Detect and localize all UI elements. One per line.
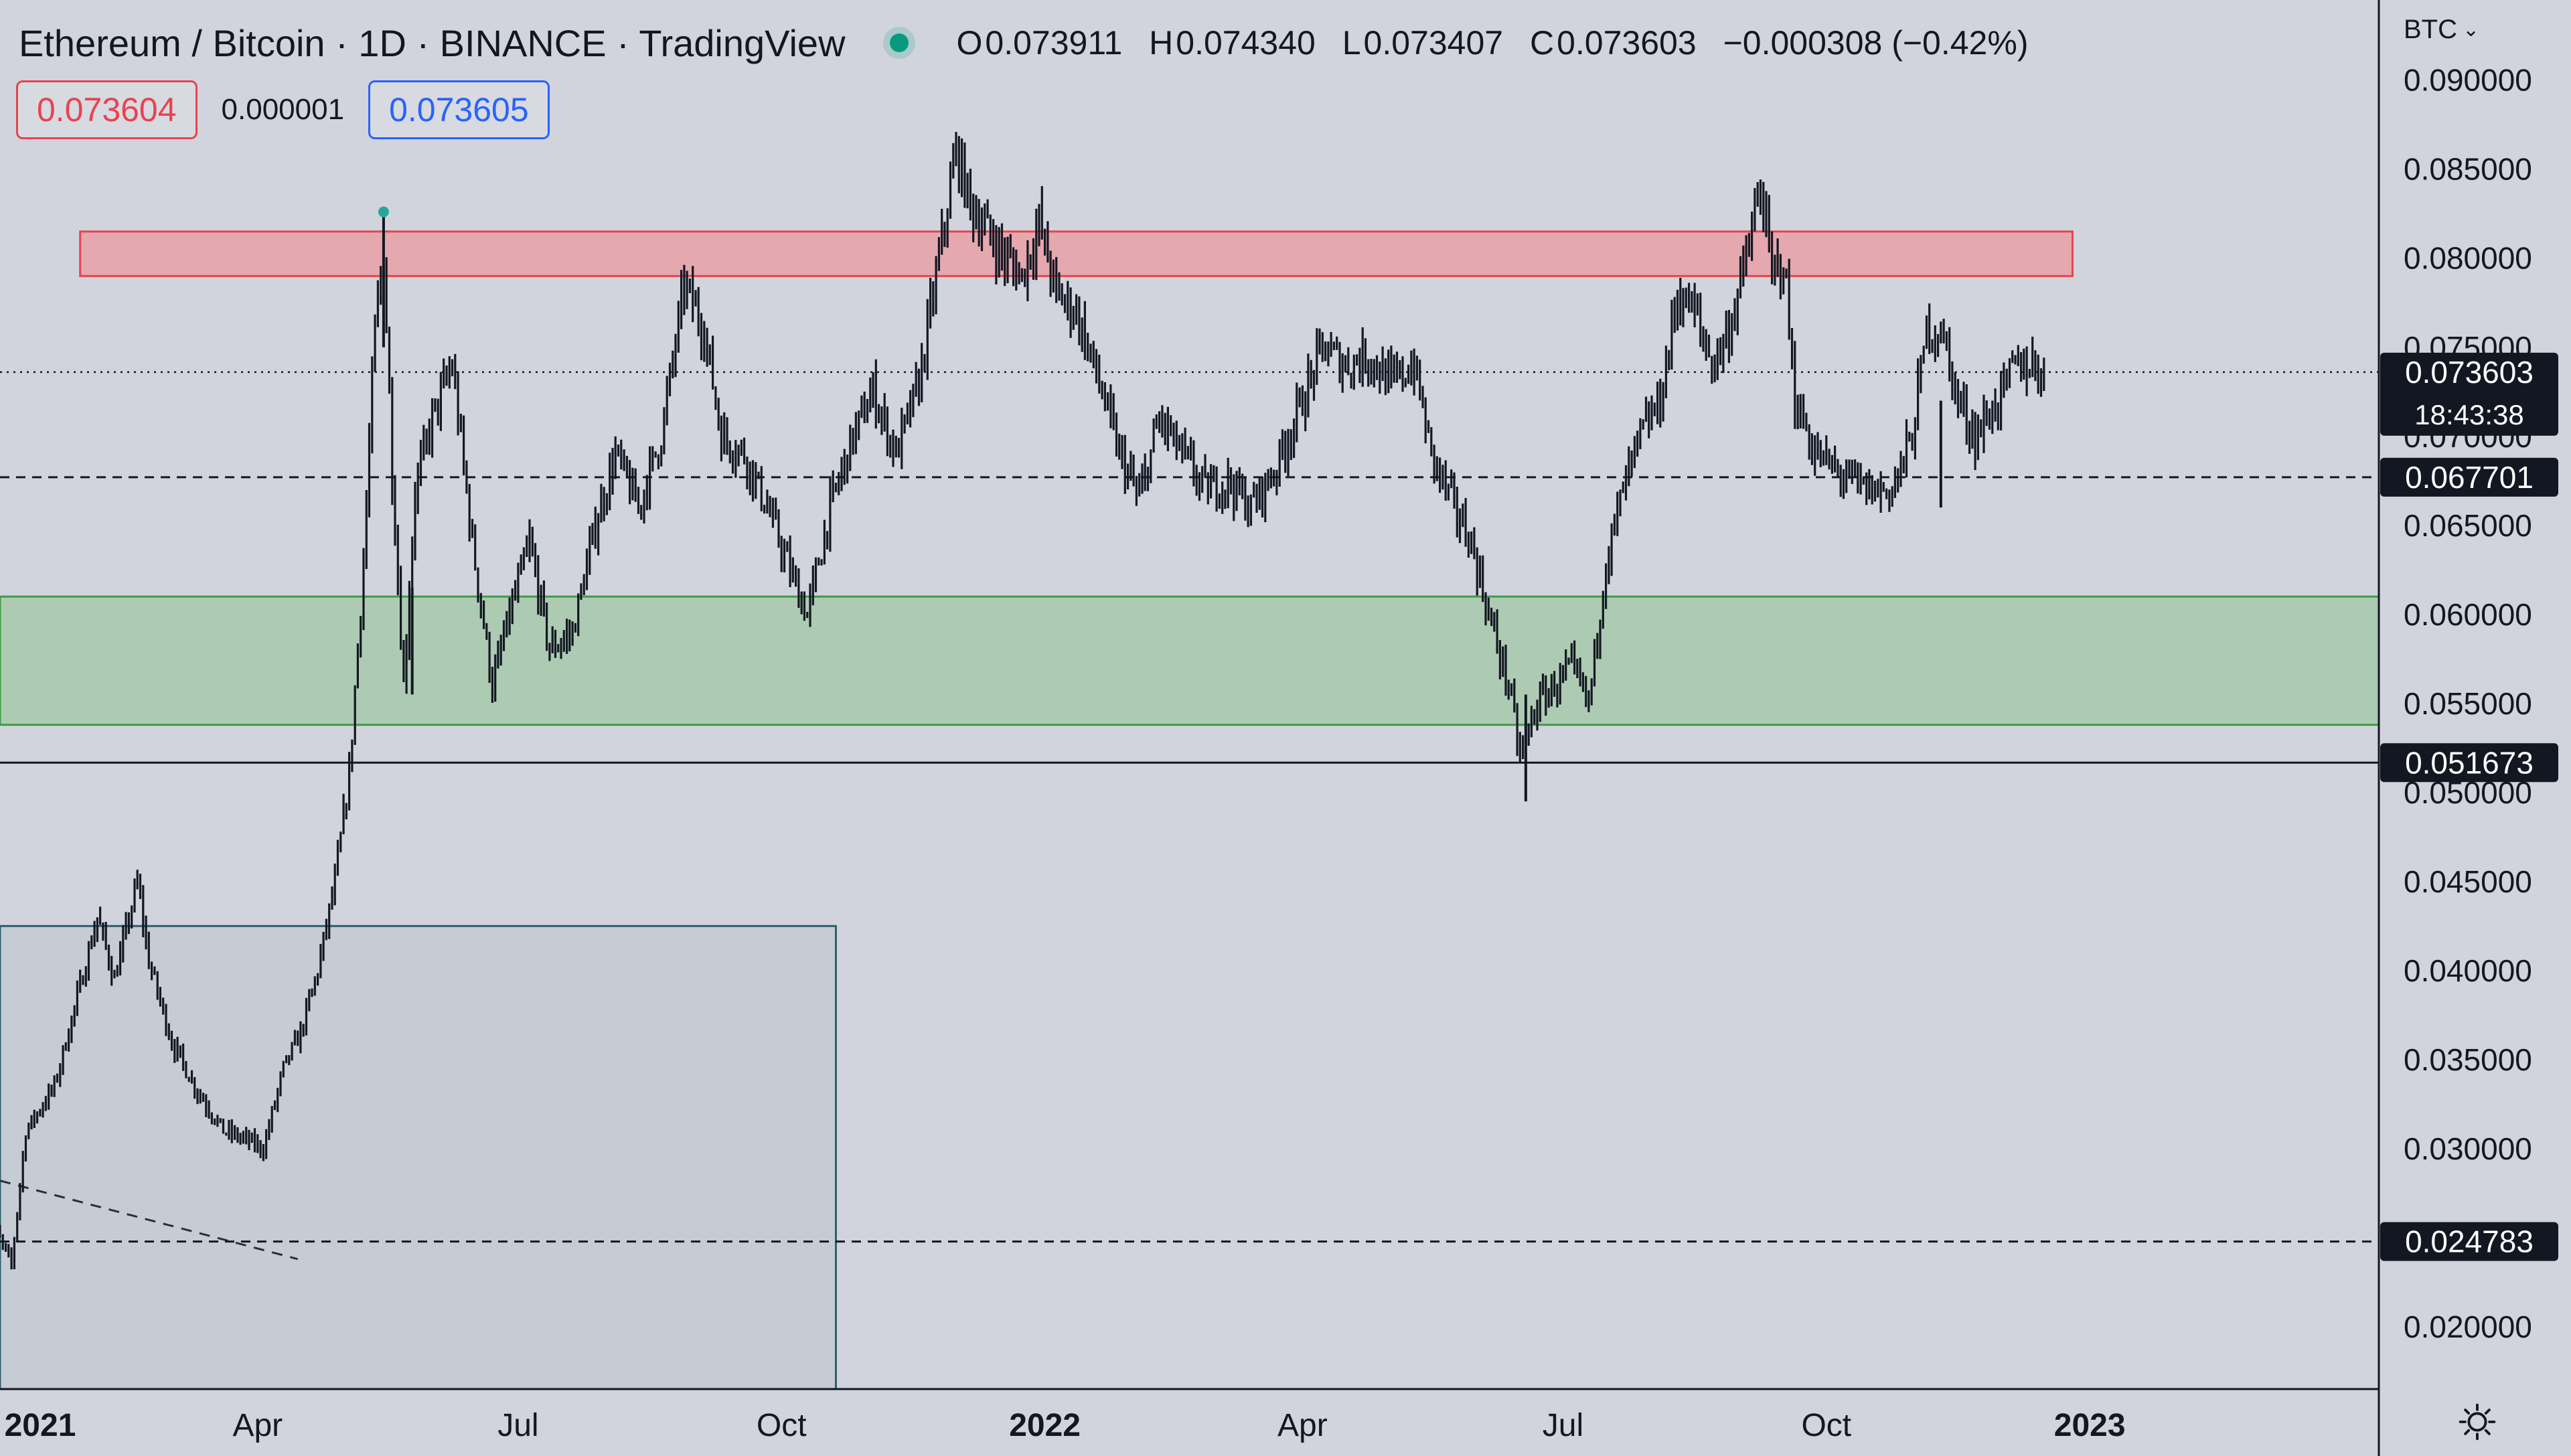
resistance-zone — [79, 230, 2074, 277]
price-label-box — [2380, 1222, 2558, 1261]
y-tick-label: 0.020000 — [2404, 1309, 2532, 1344]
x-tick-label: Jul — [1543, 1408, 1583, 1443]
market-open-indicator — [889, 33, 909, 52]
time-axis[interactable]: 2021 Apr Jul Oct 2022 Apr Jul Oct 2023 — [5, 1408, 2126, 1443]
swing-high-marker — [378, 206, 389, 218]
high-label: H — [1149, 24, 1174, 62]
price-label-text: 0.051673 — [2405, 745, 2534, 780]
spread-value: 0.000001 — [221, 93, 345, 126]
price-candles — [0, 132, 2045, 1270]
y-tick-label: 0.045000 — [2404, 864, 2532, 899]
x-tick-label: Oct — [757, 1408, 807, 1443]
countdown-text: 18:43:38 — [2414, 399, 2524, 430]
x-tick-label: Jul — [497, 1408, 538, 1443]
currency-label: BTC — [2404, 15, 2457, 44]
price-axis[interactable]: 0.0900000.0850000.0800000.0750000.070000… — [2404, 63, 2532, 1344]
y-tick-label: 0.080000 — [2404, 241, 2532, 276]
open-value: 0.073911 — [985, 24, 1123, 62]
low-label: L — [1342, 24, 1361, 62]
y-tick-label: 0.060000 — [2404, 597, 2532, 632]
price-series — [0, 132, 2045, 1270]
y-tick-label: 0.055000 — [2404, 686, 2532, 721]
chart-header: Ethereum / Bitcoin · 1D · BINANCE · Trad… — [19, 16, 2045, 70]
y-tick-label: 0.030000 — [2404, 1131, 2532, 1166]
y-tick-label: 0.065000 — [2404, 508, 2532, 543]
high-value: 0.074340 — [1176, 24, 1316, 62]
close-value: 0.073603 — [1557, 24, 1697, 62]
settings-gear-icon[interactable] — [2456, 1400, 2499, 1443]
range-rectangle — [0, 924, 837, 1390]
currency-selector[interactable]: BTC ⌄ — [2404, 15, 2479, 45]
low-value: 0.073407 — [1363, 24, 1504, 62]
buy-price-button[interactable]: 0.073605 — [368, 80, 550, 139]
support-zone — [0, 595, 2380, 726]
sell-price-button[interactable]: 0.073604 — [16, 80, 198, 139]
trade-prices: 0.073604 0.000001 0.073605 — [16, 80, 550, 139]
x-tick-label: Oct — [1801, 1408, 1851, 1443]
chevron-down-icon: ⌄ — [2463, 19, 2480, 41]
price-axis-labels: 0.073603 18:43:38 0.067701 0.051673 0.024783 — [2380, 352, 2558, 1261]
y-tick-label: 0.090000 — [2404, 63, 2532, 98]
horizontal-lines-layer — [0, 371, 2379, 1243]
symbol-title[interactable]: Ethereum / Bitcoin · 1D · BINANCE · Trad… — [19, 21, 846, 64]
close-label: C — [1530, 24, 1555, 62]
change-value: −0.000308 (−0.42%) — [1723, 24, 2029, 62]
zones-layer — [0, 230, 2380, 1390]
price-label-box — [2380, 457, 2558, 497]
ohlc-legend: O0.073911 H0.074340 L0.073407 C0.073603 … — [957, 23, 2046, 62]
x-tick-label: 2022 — [1009, 1408, 1081, 1443]
price-label-box — [2380, 352, 2558, 436]
x-tick-label: 2023 — [2054, 1408, 2126, 1443]
gear-icon — [2459, 1403, 2496, 1441]
y-tick-label: 0.085000 — [2404, 152, 2532, 187]
y-tick-label: 0.040000 — [2404, 953, 2532, 988]
open-label: O — [956, 24, 983, 62]
price-label-text: 0.073603 — [2405, 355, 2534, 390]
trendline — [0, 1180, 299, 1261]
price-label-box — [2380, 743, 2558, 783]
price-label-text: 0.024783 — [2405, 1224, 2534, 1259]
price-label-text: 0.067701 — [2405, 460, 2534, 495]
x-tick-label: Apr — [232, 1408, 283, 1443]
x-tick-label: 2021 — [5, 1408, 76, 1443]
x-tick-label: Apr — [1277, 1408, 1328, 1443]
y-tick-label: 0.035000 — [2404, 1042, 2532, 1077]
